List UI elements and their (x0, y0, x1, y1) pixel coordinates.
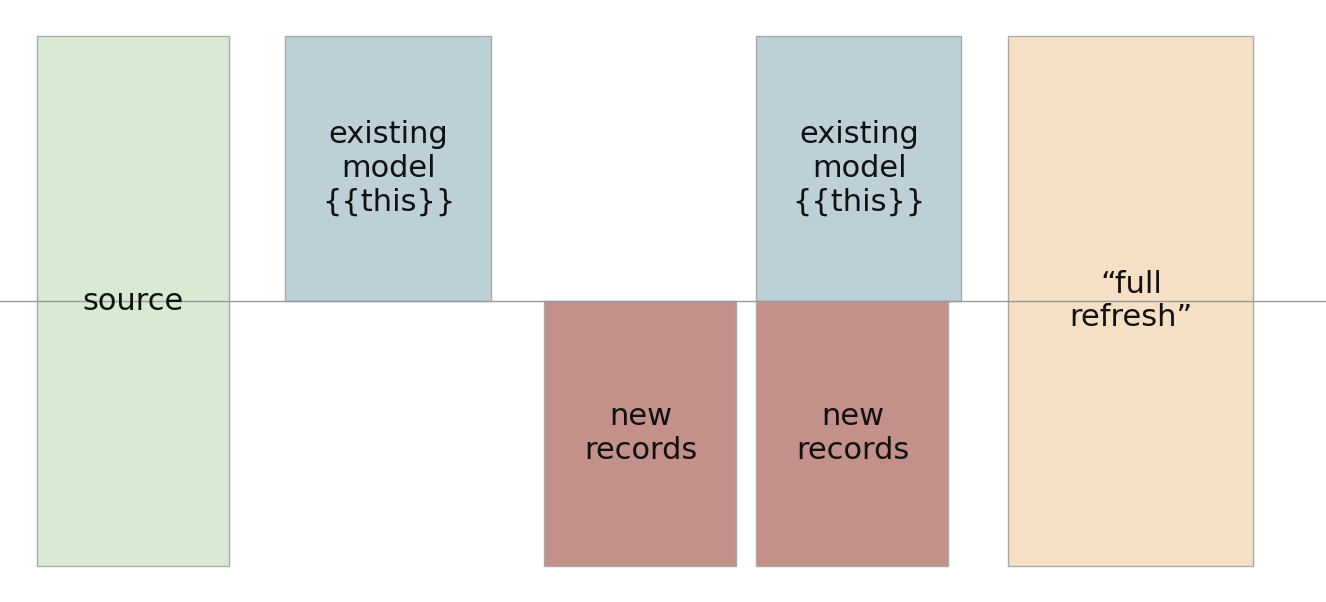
FancyBboxPatch shape (285, 36, 491, 301)
FancyBboxPatch shape (756, 36, 961, 301)
Text: source: source (82, 287, 183, 315)
FancyBboxPatch shape (756, 301, 948, 566)
Text: existing
model
{{this}}: existing model {{this}} (322, 120, 455, 217)
Text: “full
refresh”: “full refresh” (1070, 270, 1192, 332)
FancyBboxPatch shape (1008, 36, 1253, 566)
Text: existing
model
{{this}}: existing model {{this}} (793, 120, 926, 217)
FancyBboxPatch shape (37, 36, 229, 566)
Text: new
records: new records (796, 402, 910, 465)
Text: new
records: new records (583, 402, 697, 465)
FancyBboxPatch shape (544, 301, 736, 566)
